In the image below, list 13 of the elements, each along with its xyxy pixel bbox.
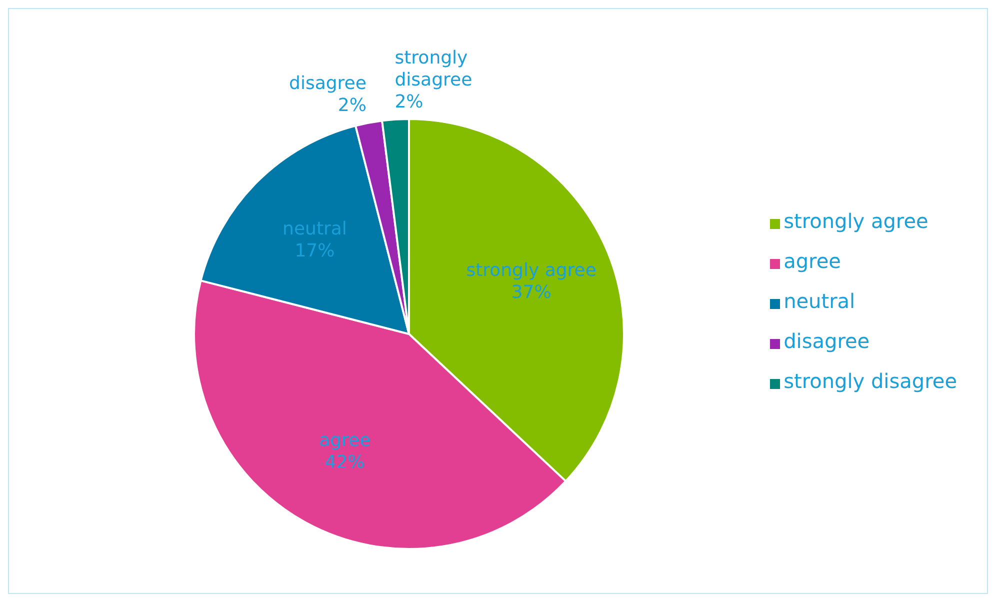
legend-label: agree bbox=[784, 249, 841, 273]
slice-label: strongly agree bbox=[466, 260, 596, 282]
legend-label: strongly disagree bbox=[784, 369, 957, 393]
data-label: 37% bbox=[511, 282, 552, 304]
legend-label: strongly agree bbox=[784, 209, 928, 233]
slice-label: agree bbox=[318, 430, 371, 451]
legend-label: neutral bbox=[784, 289, 856, 313]
data-label: 42% bbox=[324, 452, 365, 473]
data-label: 2% bbox=[394, 91, 424, 112]
slice-label: strongly disagree bbox=[394, 47, 472, 90]
legend-label: disagree bbox=[784, 329, 870, 353]
slice-label: disagree bbox=[289, 73, 366, 94]
data-label: 2% bbox=[338, 95, 366, 116]
